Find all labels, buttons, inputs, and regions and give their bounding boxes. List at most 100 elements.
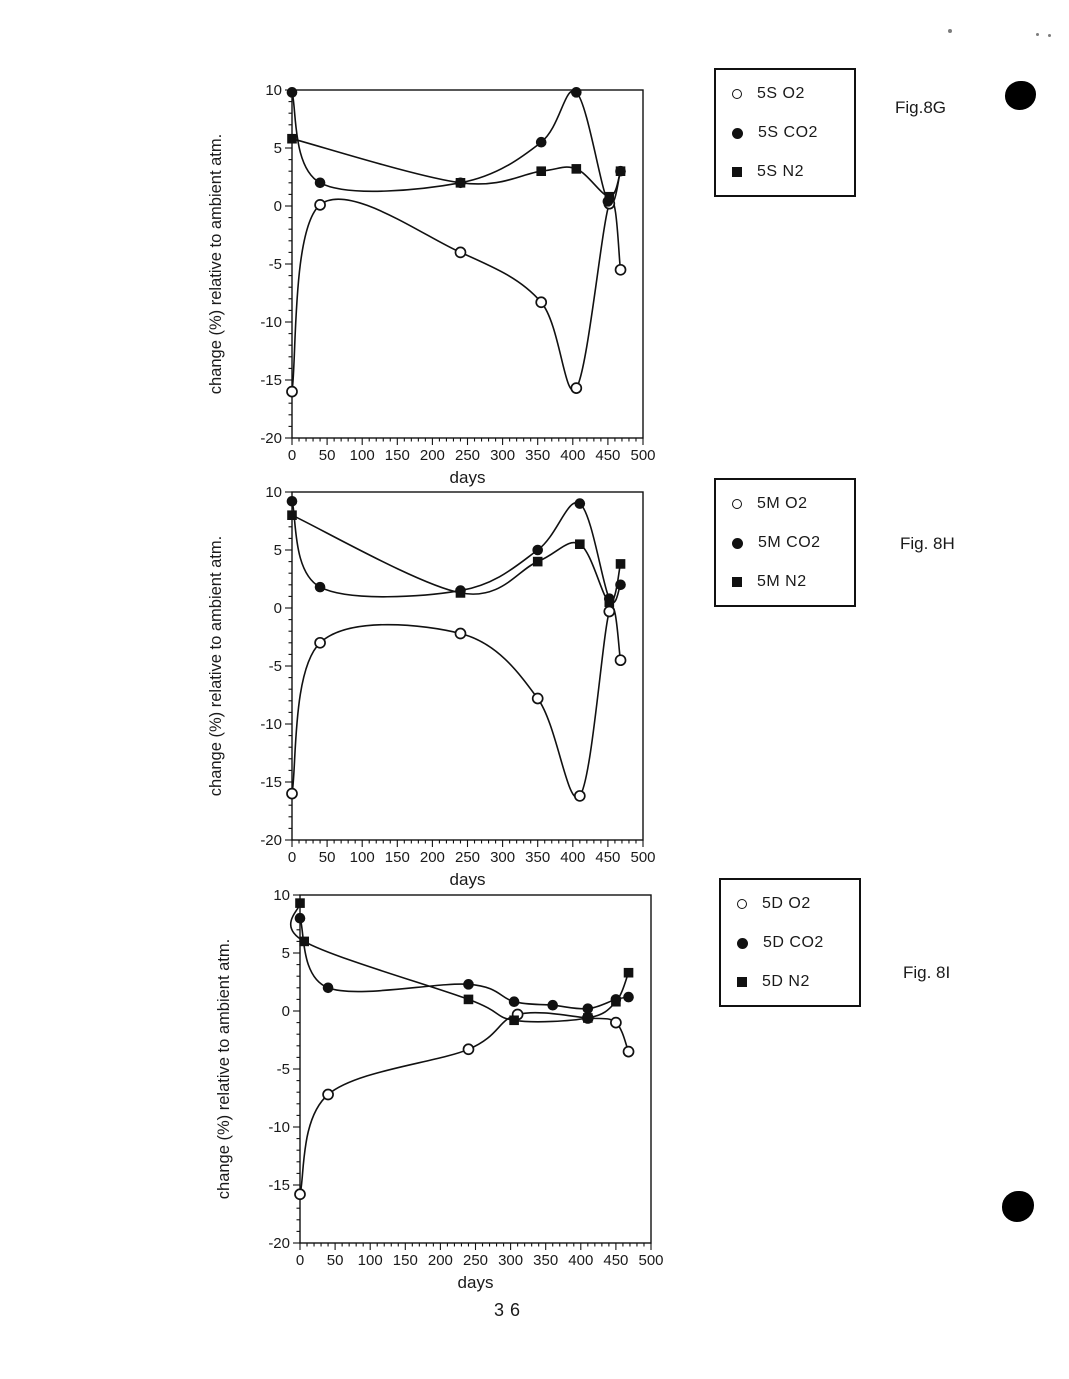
- legend-5d: 5D O2 5D CO2 5D N2: [719, 878, 861, 1007]
- svg-text:200: 200: [428, 1252, 453, 1269]
- ink-blot: [1002, 1191, 1034, 1222]
- filled-circle-marker: [737, 937, 748, 949]
- open-circle-marker: [737, 899, 747, 909]
- svg-text:250: 250: [463, 1252, 488, 1269]
- svg-text:days: days: [450, 870, 486, 889]
- legend-item-label: 5D O2: [762, 895, 811, 912]
- scan-speck: [948, 29, 952, 33]
- open-circle-marker: [732, 89, 742, 99]
- legend-item-label: 5S N2: [757, 163, 804, 180]
- open-circle-marker: [732, 499, 742, 509]
- svg-text:450: 450: [595, 849, 620, 866]
- svg-text:-15: -15: [260, 372, 282, 389]
- svg-text:100: 100: [358, 1252, 383, 1269]
- svg-text:days: days: [458, 1273, 494, 1292]
- filled-circle-marker: [732, 537, 743, 549]
- svg-text:500: 500: [630, 447, 655, 464]
- legend-item-label: 5S O2: [757, 85, 805, 102]
- svg-text:350: 350: [525, 447, 550, 464]
- legend-item-label: 5M N2: [757, 573, 807, 590]
- chart-5s: 0 50 100 150 200 250 300 350 400 450 500-20-15-10-…: [207, 82, 656, 487]
- legend-item: 5D N2: [737, 973, 845, 991]
- svg-text:-5: -5: [269, 658, 282, 675]
- svg-text:500: 500: [630, 849, 655, 866]
- svg-text:200: 200: [420, 447, 445, 464]
- scan-speck: [1036, 33, 1039, 36]
- svg-text:100: 100: [350, 849, 375, 866]
- filled-square-marker: [737, 977, 747, 987]
- figure-caption: Fig. 8I: [903, 963, 951, 982]
- svg-text:200: 200: [420, 849, 445, 866]
- svg-text:change (%) relative to ambient: change (%) relative to ambient atm.: [207, 536, 225, 796]
- legend-item-label: 5D CO2: [763, 934, 824, 951]
- legend-item: 5M N2: [732, 573, 840, 591]
- chart-5d: 0 50 100 150 200 250 300 350 400 450 500-20-15-10-…: [215, 887, 664, 1292]
- svg-text:-20: -20: [260, 430, 282, 447]
- svg-text:400: 400: [560, 447, 585, 464]
- svg-text:-10: -10: [260, 716, 282, 733]
- chart-5m: 0 50 100 150 200 250 300 350 400 450 500-20-15-10-…: [207, 484, 656, 889]
- svg-text:0: 0: [288, 849, 296, 866]
- svg-text:-5: -5: [269, 256, 282, 273]
- svg-text:-20: -20: [268, 1235, 290, 1252]
- svg-text:days: days: [450, 468, 486, 487]
- svg-text:350: 350: [533, 1252, 558, 1269]
- svg-text:0: 0: [282, 1003, 290, 1020]
- svg-text:10: 10: [265, 484, 282, 501]
- svg-text:50: 50: [319, 447, 336, 464]
- svg-text:400: 400: [560, 849, 585, 866]
- svg-text:450: 450: [603, 1252, 628, 1269]
- svg-text:150: 150: [385, 849, 410, 866]
- legend-item: 5D O2: [737, 895, 845, 913]
- svg-text:-10: -10: [260, 314, 282, 331]
- svg-text:50: 50: [327, 1252, 344, 1269]
- legend-item: 5M CO2: [732, 534, 840, 552]
- svg-text:100: 100: [350, 447, 375, 464]
- svg-text:300: 300: [498, 1252, 523, 1269]
- legend-item: 5S CO2: [732, 124, 840, 142]
- svg-text:0: 0: [288, 447, 296, 464]
- legend-item-label: 5M CO2: [758, 534, 821, 551]
- svg-text:0: 0: [274, 198, 282, 215]
- svg-text:50: 50: [319, 849, 336, 866]
- svg-text:5: 5: [274, 140, 282, 157]
- svg-text:-10: -10: [268, 1119, 290, 1136]
- svg-text:300: 300: [490, 849, 515, 866]
- legend-item: 5M O2: [732, 495, 840, 513]
- filled-square-marker: [732, 167, 742, 177]
- legend-5m: 5M O2 5M CO2 5M N2: [714, 478, 856, 607]
- svg-text:10: 10: [265, 82, 282, 99]
- svg-text:0: 0: [274, 600, 282, 617]
- svg-text:10: 10: [273, 887, 290, 904]
- svg-text:5: 5: [274, 542, 282, 559]
- legend-item: 5S N2: [732, 163, 840, 181]
- legend-item-label: 5S CO2: [758, 124, 818, 141]
- svg-text:-5: -5: [277, 1061, 290, 1078]
- legend-item-label: 5D N2: [762, 973, 810, 990]
- svg-text:5: 5: [282, 945, 290, 962]
- figure-caption: Fig.8G: [895, 98, 947, 117]
- svg-text:-20: -20: [260, 832, 282, 849]
- svg-text:250: 250: [455, 447, 480, 464]
- svg-text:250: 250: [455, 849, 480, 866]
- svg-text:500: 500: [638, 1252, 663, 1269]
- page-number: 36: [493, 1300, 527, 1320]
- svg-text:150: 150: [393, 1252, 418, 1269]
- svg-text:150: 150: [385, 447, 410, 464]
- svg-text:450: 450: [595, 447, 620, 464]
- svg-text:350: 350: [525, 849, 550, 866]
- legend-item: 5D CO2: [737, 934, 845, 952]
- svg-text:-15: -15: [268, 1177, 290, 1194]
- figure-caption: Fig. 8H: [900, 534, 955, 553]
- scan-speck: [1048, 34, 1051, 37]
- filled-square-marker: [732, 577, 742, 587]
- svg-text:300: 300: [490, 447, 515, 464]
- svg-text:0: 0: [296, 1252, 304, 1269]
- legend-5s: 5S O2 5S CO2 5S N2: [714, 68, 856, 197]
- svg-text:400: 400: [568, 1252, 593, 1269]
- svg-text:change (%) relative to ambient: change (%) relative to ambient atm.: [207, 134, 225, 394]
- svg-text:-15: -15: [260, 774, 282, 791]
- ink-blot: [1005, 81, 1036, 110]
- legend-item-label: 5M O2: [757, 495, 808, 512]
